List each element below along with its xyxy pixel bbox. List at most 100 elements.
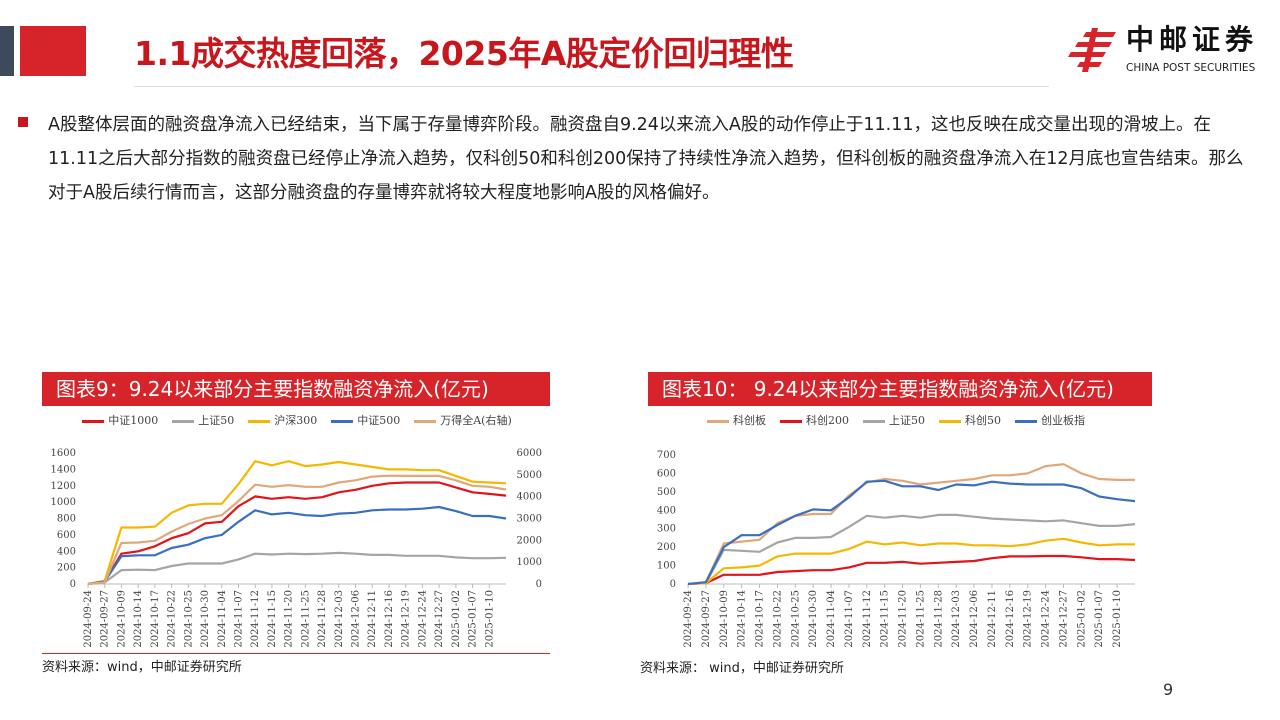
x-tick-label: 2024-11-04 bbox=[826, 590, 837, 648]
legend-swatch bbox=[248, 419, 271, 423]
x-tick-label: 2025-01-10 bbox=[1112, 590, 1123, 648]
y2-tick-label: 1000 bbox=[517, 557, 542, 568]
x-tick-label: 2024-10-17 bbox=[755, 590, 766, 648]
x-tick-label: 2025-01-02 bbox=[451, 590, 462, 648]
legend-label: 科创板 bbox=[733, 414, 766, 427]
x-tick-label: 2024-09-24 bbox=[683, 590, 694, 648]
x-tick-label: 2024-11-15 bbox=[267, 590, 278, 648]
legend-swatch bbox=[707, 419, 729, 423]
page-number: 9 bbox=[1163, 680, 1174, 699]
y-tick-label: 400 bbox=[657, 505, 676, 516]
logo-text-cn: 中邮证券 bbox=[1126, 23, 1259, 56]
legend-label: 创业板指 bbox=[1041, 414, 1085, 427]
x-tick-label: 2024-12-16 bbox=[1005, 590, 1016, 648]
x-tick-label: 2025-01-10 bbox=[484, 590, 495, 648]
series-line bbox=[87, 505, 507, 586]
y2-tick-label: 5000 bbox=[517, 470, 542, 481]
legend-label: 中证500 bbox=[357, 414, 401, 427]
x-tick-label: 2024-10-09 bbox=[116, 590, 127, 648]
x-tick-label: 2025-01-07 bbox=[468, 590, 479, 648]
x-tick-label: 2024-09-27 bbox=[100, 590, 111, 648]
y2-tick-label: 3000 bbox=[517, 514, 542, 525]
legend-item: 中证500 bbox=[331, 414, 400, 428]
china-post-logo-icon bbox=[1068, 28, 1116, 72]
chart-title-9: 图表9：9.24以来部分主要指数融资净流入(亿元) bbox=[42, 372, 550, 406]
x-tick-label: 2024-11-20 bbox=[898, 590, 909, 648]
legend-item: 上证50 bbox=[863, 414, 925, 428]
y-tick-label: 200 bbox=[57, 563, 76, 574]
x-tick-label: 2025-01-07 bbox=[1094, 590, 1105, 648]
legend-label: 上证50 bbox=[198, 414, 235, 427]
x-tick-label: 2024-09-24 bbox=[83, 590, 94, 648]
legend-swatch bbox=[331, 419, 354, 423]
accent-bar-red bbox=[20, 26, 86, 76]
x-tick-label: 2024-11-25 bbox=[915, 590, 926, 648]
page-title: 1.1成交热度回落，2025年A股定价回归理性 bbox=[134, 34, 794, 73]
y-tick-label: 700 bbox=[657, 450, 676, 461]
legend-item: 沪深300 bbox=[248, 414, 317, 428]
x-tick-label: 2024-12-03 bbox=[334, 590, 345, 648]
chart-10: 科创板 科创200 上证50 科创50 创业板指 0 100 200 300 400 500 600… bbox=[640, 408, 1152, 668]
legend-label: 中证1000 bbox=[108, 414, 159, 427]
x-tick-label: 2024-10-14 bbox=[133, 590, 144, 648]
x-tick-label: 2024-12-06 bbox=[969, 590, 980, 648]
y2-tick-label: 0 bbox=[536, 579, 542, 590]
x-tick-label: 2024-10-22 bbox=[167, 590, 178, 648]
y2-tick-label: 4000 bbox=[517, 492, 542, 503]
y-tick-label: 1000 bbox=[51, 497, 76, 508]
y-tick-label: 1600 bbox=[51, 448, 76, 459]
y-tick-label: 0 bbox=[70, 579, 76, 590]
legend-label: 科创50 bbox=[965, 414, 1001, 427]
chart-title-10: 图表10： 9.24以来部分主要指数融资净流入(亿元) bbox=[648, 372, 1152, 406]
company-logo: 中邮证券 CHINA POST SECURITIES bbox=[1068, 24, 1278, 80]
y2-tick-label: 6000 bbox=[517, 448, 542, 459]
series-line bbox=[87, 474, 507, 586]
x-tick-label: 2024-12-19 bbox=[401, 590, 412, 648]
legend-swatch bbox=[414, 419, 437, 423]
legend-item: 上证50 bbox=[172, 414, 234, 428]
y-tick-label: 600 bbox=[657, 468, 676, 479]
legend-label: 上证50 bbox=[889, 414, 925, 427]
chart-source-10: 资料来源： wind，中邮证券研究所 bbox=[640, 661, 844, 676]
x-tick-label: 2025-01-02 bbox=[1076, 590, 1087, 648]
x-tick-label: 2024-12-24 bbox=[417, 590, 428, 648]
x-tick-label: 2024-10-22 bbox=[772, 590, 783, 648]
x-tick-label: 2024-09-27 bbox=[701, 590, 712, 648]
x-tick-label: 2024-12-16 bbox=[384, 590, 395, 648]
x-tick-label: 2024-12-19 bbox=[1023, 590, 1034, 648]
x-tick-label: 2024-10-30 bbox=[200, 590, 211, 648]
x-tick-label: 2024-11-12 bbox=[862, 590, 873, 648]
x-tick-label: 2024-10-14 bbox=[737, 590, 748, 648]
series-line bbox=[87, 460, 507, 586]
x-tick-label: 2024-11-28 bbox=[933, 590, 944, 648]
x-tick-label: 2024-11-04 bbox=[217, 590, 228, 648]
legend-item: 科创50 bbox=[939, 414, 1001, 428]
x-tick-label: 2024-10-25 bbox=[183, 590, 194, 648]
bullet-icon bbox=[18, 117, 28, 127]
y2-tick-label: 2000 bbox=[517, 535, 542, 546]
y-tick-label: 1200 bbox=[51, 481, 76, 492]
series-line bbox=[687, 554, 1136, 586]
legend-swatch bbox=[1015, 419, 1037, 423]
series-line bbox=[687, 463, 1135, 586]
y-tick-label: 200 bbox=[657, 542, 676, 553]
chart-source-9: 资料来源：wind，中邮证券研究所 bbox=[42, 660, 242, 675]
series-line bbox=[687, 537, 1135, 586]
body-paragraph: A股整体层面的融资盘净流入已经结束，当下属于存量博弈阶段。融资盘自9.24以来流… bbox=[48, 115, 1244, 203]
chart-9: 中证1000 上证50 沪深300 中证500 万得全A(右轴) 0 200 400 600 8… bbox=[42, 408, 552, 668]
x-tick-label: 2024-12-06 bbox=[351, 590, 362, 648]
chart-legend: 中证1000 上证50 沪深300 中证500 万得全A(右轴) bbox=[42, 414, 552, 428]
y-tick-label: 600 bbox=[57, 530, 76, 541]
x-tick-label: 2024-12-11 bbox=[987, 590, 998, 648]
accent-bar bbox=[0, 26, 14, 76]
y-tick-label: 0 bbox=[670, 579, 676, 590]
legend-swatch bbox=[82, 419, 105, 423]
chart-divider bbox=[42, 653, 550, 654]
x-tick-label: 2024-10-30 bbox=[808, 590, 819, 648]
y-tick-label: 1400 bbox=[51, 464, 76, 475]
y-tick-label: 500 bbox=[657, 487, 676, 498]
x-tick-label: 2024-11-15 bbox=[880, 590, 891, 648]
legend-item: 科创200 bbox=[780, 414, 849, 428]
x-tick-label: 2024-12-03 bbox=[951, 590, 962, 648]
legend-swatch bbox=[172, 419, 195, 423]
